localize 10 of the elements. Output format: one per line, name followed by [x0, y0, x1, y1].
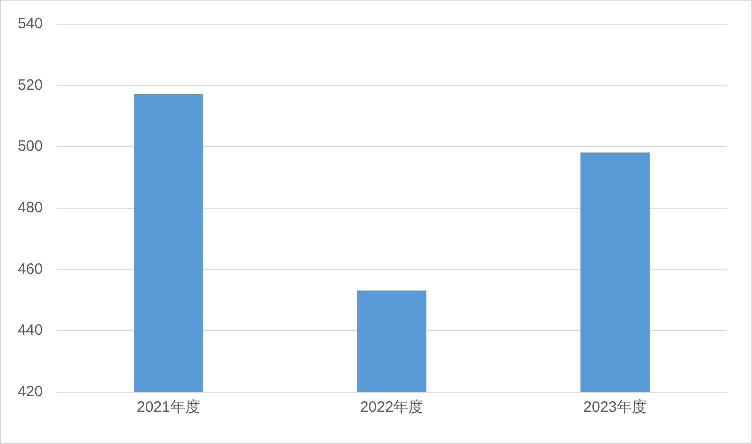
x-tick-label: 2023年度: [584, 399, 648, 416]
y-tick-label: 480: [18, 200, 43, 216]
y-tick-label: 460: [18, 260, 43, 278]
y-tick-label: 420: [18, 384, 43, 400]
x-tick-label: 2021年度: [136, 399, 200, 416]
y-tick-label: 500: [18, 138, 43, 156]
y-tick-label: 440: [18, 322, 43, 340]
y-tick-label: 540: [18, 16, 43, 32]
y-tick-label: 520: [18, 76, 43, 94]
x-tick-label: 2022年度: [360, 399, 424, 416]
